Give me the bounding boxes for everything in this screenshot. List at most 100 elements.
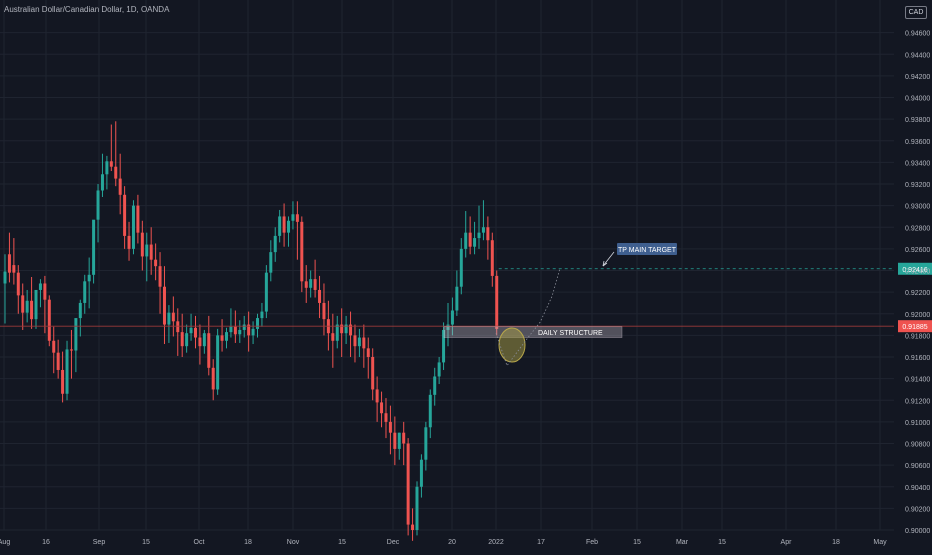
grid-layer [0,0,894,531]
price-tick-label: 0.90000 [905,528,930,535]
candle-up [3,254,7,324]
price-tick-label: 0.93000 [905,204,930,211]
candle-down [47,295,51,347]
candle-down [16,265,20,314]
time-tick-label: Dec [387,539,400,546]
candle-down [114,121,118,187]
candle-layer [3,121,499,541]
candle-up [87,257,91,309]
candle-down [118,153,122,215]
candle-body [278,216,282,236]
candle-body [74,318,78,351]
candle-down [384,398,388,439]
candle-body [30,300,34,320]
candle-up [131,200,135,255]
time-tick-label: 18 [244,539,252,546]
candle-body [96,190,100,220]
candle-body [322,302,326,320]
candle-body [269,252,273,273]
candle-body [65,349,69,394]
candle-down [331,313,335,368]
price-tick-label: 0.91800 [905,333,930,340]
candle-up [185,324,189,353]
candle-body [16,272,20,296]
candle-up [251,321,255,345]
time-tick-label: Sep [93,539,106,546]
candle-up [433,367,437,406]
candle-up [442,322,446,370]
candle-body [415,486,419,530]
candle-body [52,340,56,353]
candle-up [459,238,463,295]
candle-down [375,376,379,422]
candle-down [21,283,25,330]
candle-down [349,311,353,357]
candle-body [442,329,446,363]
candle-body [114,166,118,179]
time-tick-label: 17 [537,539,545,546]
candle-body [362,337,366,349]
candle-up [189,313,193,341]
candle-body [490,240,494,276]
candle-up [335,315,339,349]
candle-up [428,389,432,439]
candle-body [43,283,47,300]
candle-up [287,216,291,247]
price-tick-label: 0.91000 [905,420,930,427]
candle-body [12,265,16,273]
currency-label[interactable]: CAD [905,6,927,19]
candle-body [87,274,91,282]
candle-down [211,359,215,401]
candle-body [256,318,260,329]
candle-up [455,270,459,316]
candle-body [481,227,485,233]
candle-down [300,216,304,293]
price-tick-label: 0.94200 [905,74,930,81]
candle-body [340,324,344,334]
candle-down [52,326,56,374]
price-tick-label: 0.90200 [905,506,930,513]
time-tick-label: Aug [0,539,10,546]
candle-body [220,335,224,341]
candle-body [34,289,38,320]
target-arrow [602,251,615,267]
candle-body [92,219,96,275]
candle-body [118,178,122,195]
candle-body [455,286,459,311]
candle-up [357,328,361,357]
candle-down [127,221,131,261]
candle-down [162,266,166,345]
candle-body [380,402,384,414]
candle-body [433,376,437,395]
candle-down [468,216,472,255]
target-arrowhead [602,260,608,267]
time-tick-label: Mar [676,539,689,546]
candle-down [388,405,392,455]
time-tick-label: 16 [42,539,50,546]
time-tick-label: 15 [718,539,726,546]
candle-body [145,244,149,257]
candle-up [309,270,313,298]
candle-up [78,299,82,337]
candle-up [419,454,423,498]
time-tick-label: 15 [142,539,150,546]
candle-down [140,220,144,271]
candle-down [7,232,11,283]
candle-body [309,279,313,288]
candle-down [406,438,410,536]
candle-up [242,315,246,338]
candle-body [287,220,291,233]
candle-body [242,324,246,330]
candle-body [264,272,268,312]
candle-body [171,312,175,322]
candle-body [211,367,215,390]
candle-up [96,184,100,243]
candle-body [158,266,162,287]
candle-body [162,286,166,325]
candle-down [380,391,384,428]
candle-down [318,275,322,319]
candle-up [264,265,268,319]
time-tick-label: 18 [832,539,840,546]
